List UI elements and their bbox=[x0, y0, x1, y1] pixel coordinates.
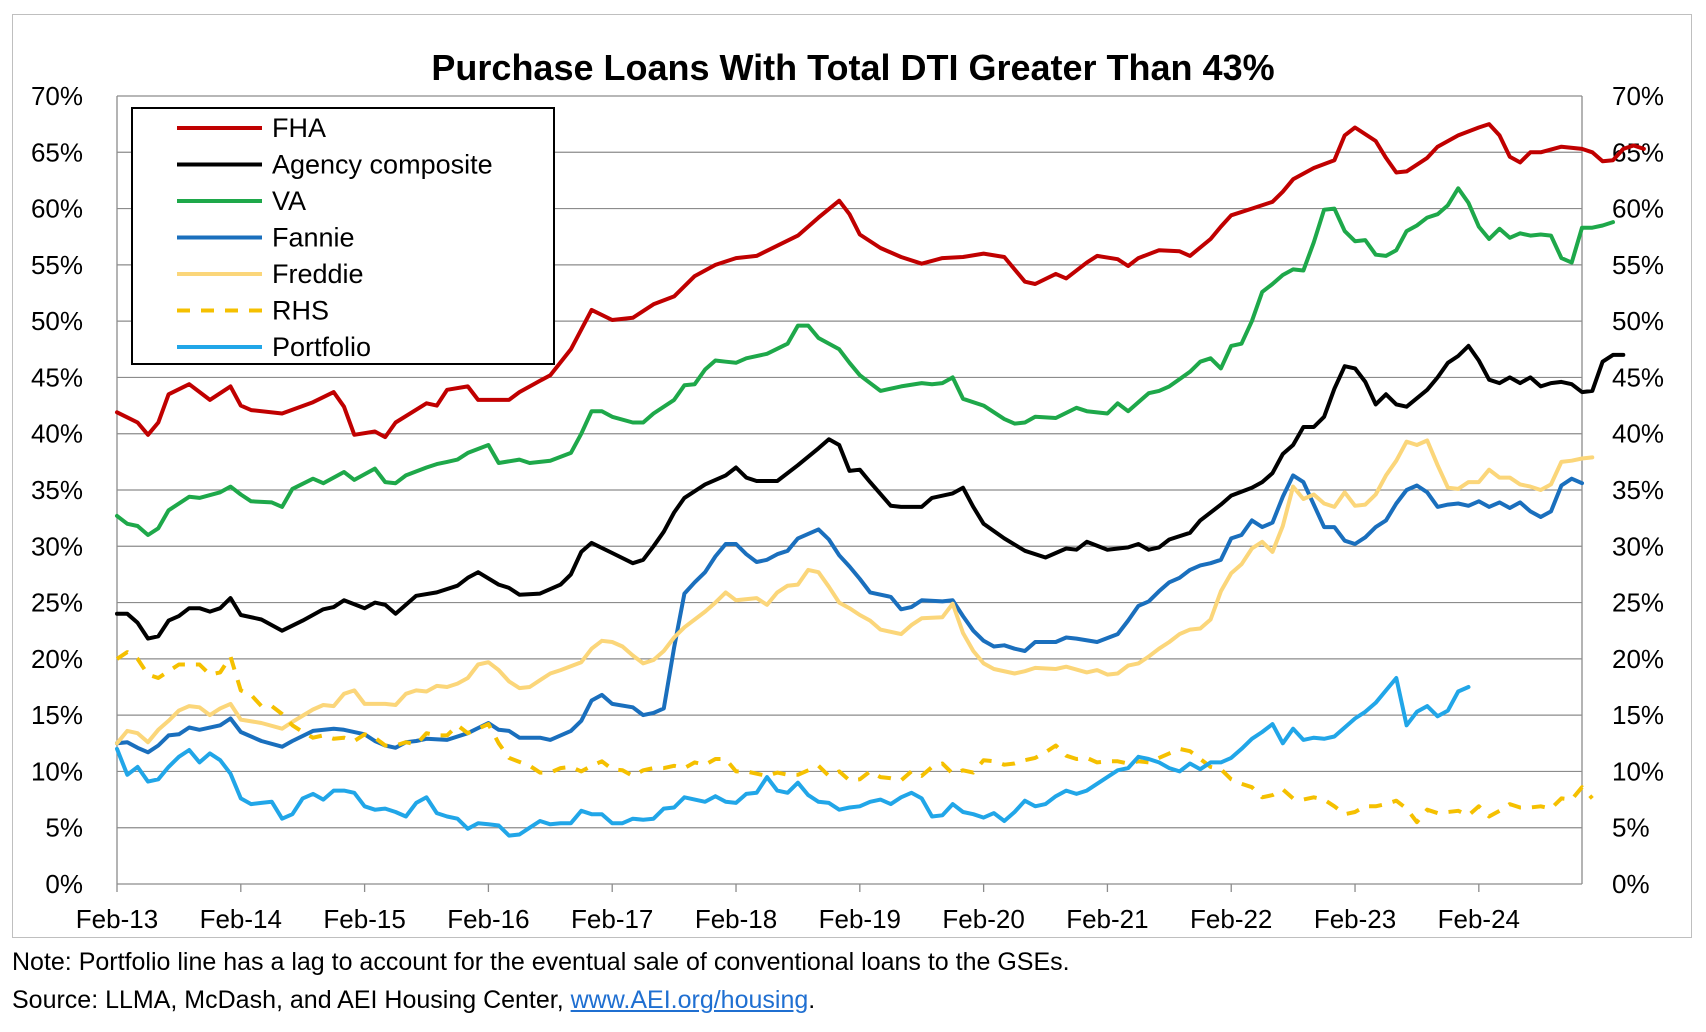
legend-label: Portfolio bbox=[272, 332, 371, 362]
y-tick-label-right: 0% bbox=[1612, 869, 1650, 899]
y-tick-label-right: 30% bbox=[1612, 531, 1664, 561]
x-tick-label: Feb-13 bbox=[76, 904, 158, 934]
x-tick-label: Feb-15 bbox=[323, 904, 405, 934]
x-tick-label: Feb-16 bbox=[447, 904, 529, 934]
legend-label: Agency composite bbox=[272, 150, 493, 180]
y-tick-label-left: 5% bbox=[45, 813, 83, 843]
y-tick-label-left: 35% bbox=[31, 475, 83, 505]
y-tick-label-right: 70% bbox=[1612, 81, 1664, 111]
y-tick-label-left: 20% bbox=[31, 644, 83, 674]
y-tick-label-left: 0% bbox=[45, 869, 83, 899]
x-tick-label: Feb-17 bbox=[571, 904, 653, 934]
source-text: Source: LLMA, McDash, and AEI Housing Ce… bbox=[12, 986, 571, 1014]
axes: 0% 0% 5% 5% 10% 10% 15% 15% 20% 20% 25% 25% 30% 30% 35… bbox=[31, 81, 1664, 934]
x-tick-label: Feb-24 bbox=[1438, 904, 1520, 934]
series-line-fha bbox=[115, 122, 1646, 440]
source-line: Source: LLMA, McDash, and AEI Housing Ce… bbox=[12, 986, 815, 1015]
y-tick-label-right: 10% bbox=[1612, 756, 1664, 786]
x-tick-label: Feb-18 bbox=[695, 904, 777, 934]
legend-label: RHS bbox=[272, 296, 329, 326]
x-tick-label: Feb-21 bbox=[1066, 904, 1148, 934]
y-tick-label-right: 60% bbox=[1612, 194, 1664, 224]
y-tick-label-right: 15% bbox=[1612, 700, 1664, 730]
y-tick-label-right: 45% bbox=[1612, 362, 1664, 392]
source-suffix: . bbox=[808, 986, 816, 1014]
legend-label: FHA bbox=[272, 113, 326, 143]
y-tick-label-left: 55% bbox=[31, 250, 83, 280]
y-tick-label-right: 55% bbox=[1612, 250, 1664, 280]
y-tick-label-left: 15% bbox=[31, 700, 83, 730]
legend-label: VA bbox=[272, 186, 306, 216]
x-tick-label: Feb-22 bbox=[1190, 904, 1272, 934]
chart-frame bbox=[12, 14, 1692, 938]
series-line-fannie bbox=[115, 473, 1584, 755]
y-tick-label-left: 25% bbox=[31, 588, 83, 618]
y-tick-label-right: 20% bbox=[1612, 644, 1664, 674]
y-tick-label-right: 5% bbox=[1612, 813, 1650, 843]
source-link[interactable]: www.AEI.org/housing bbox=[570, 986, 809, 1014]
x-tick-label: Feb-20 bbox=[942, 904, 1024, 934]
legend-label: Freddie bbox=[272, 259, 364, 289]
y-tick-label-left: 10% bbox=[31, 756, 83, 786]
y-tick-label-left: 60% bbox=[31, 194, 83, 224]
chart-title: Purchase Loans With Total DTI Greater Th… bbox=[431, 47, 1274, 88]
y-tick-label-left: 65% bbox=[31, 137, 83, 167]
y-tick-label-left: 30% bbox=[31, 531, 83, 561]
y-tick-label-left: 40% bbox=[31, 419, 83, 449]
y-tick-label-right: 50% bbox=[1612, 306, 1664, 336]
series-line-rhs bbox=[115, 650, 1594, 825]
series-line-va bbox=[115, 186, 1615, 537]
footnote: Note: Portfolio line has a lag to accoun… bbox=[12, 948, 1070, 976]
y-tick-label-right: 35% bbox=[1612, 475, 1664, 505]
y-tick-label-left: 70% bbox=[31, 81, 83, 111]
x-tick-label: Feb-14 bbox=[200, 904, 282, 934]
y-tick-label-right: 40% bbox=[1612, 419, 1664, 449]
series-line-agency-composite bbox=[115, 343, 1626, 641]
series-lines bbox=[115, 122, 1646, 838]
series-line-freddie bbox=[115, 438, 1595, 746]
y-tick-label-right: 25% bbox=[1612, 588, 1664, 618]
legend: FHA Agency composite VA Fannie Freddie RHS Por… bbox=[131, 107, 555, 365]
y-tick-label-left: 50% bbox=[31, 306, 83, 336]
x-tick-label: Feb-19 bbox=[819, 904, 901, 934]
legend-label: Fannie bbox=[272, 223, 355, 253]
y-tick-label-left: 45% bbox=[31, 362, 83, 392]
x-tick-label: Feb-23 bbox=[1314, 904, 1396, 934]
series-line-portfolio bbox=[115, 676, 1471, 838]
